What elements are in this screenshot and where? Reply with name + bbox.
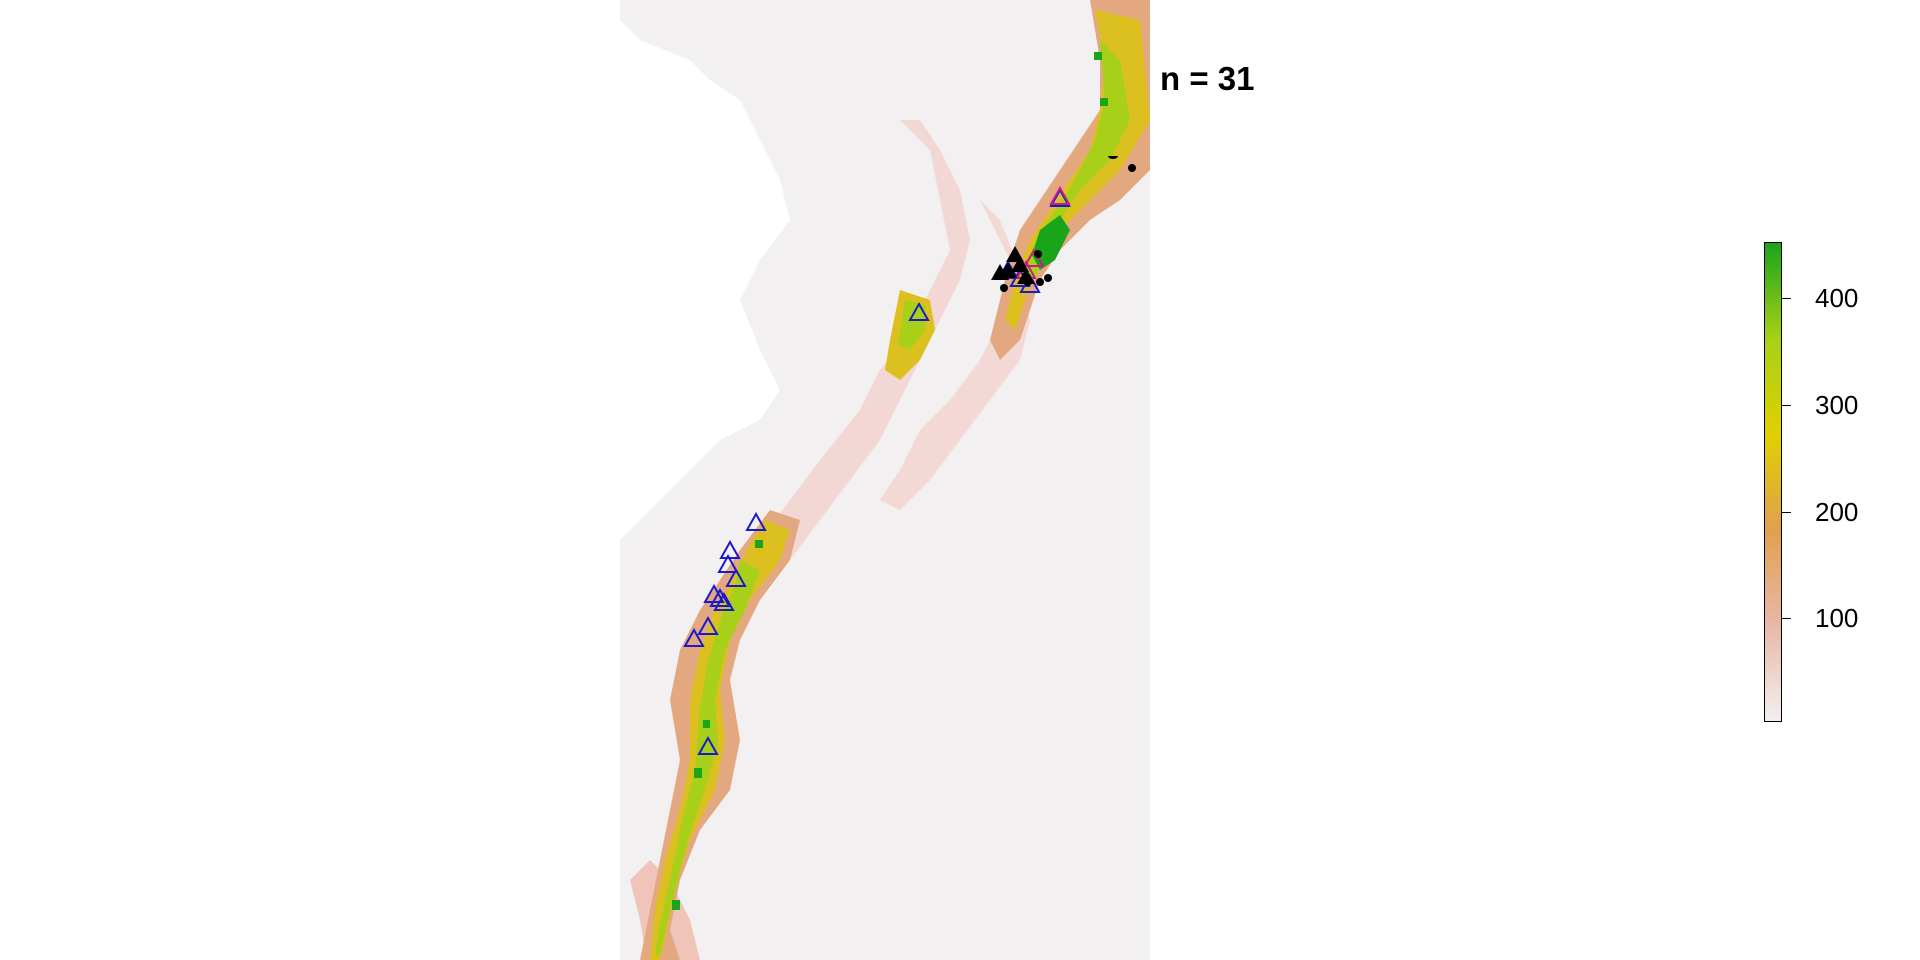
legend-tick-label: 200 [1815,497,1859,527]
black-point [1024,278,1032,286]
triangle-marker [908,301,930,321]
black-point [1108,156,1118,159]
triangle-marker [683,627,705,647]
legend-tick [1782,512,1791,513]
black-point [1034,250,1042,258]
black-triangle [991,264,1009,280]
triangle-marker [717,553,739,573]
occurrence-black-markers [991,156,1136,292]
triangle-marker [713,591,735,611]
legend-tick [1782,618,1791,619]
black-triangle [1011,256,1029,272]
triangle-marker-magenta [1049,185,1071,205]
legend-tick [1782,298,1791,299]
legend-tick [1782,405,1791,406]
triangle-marker [745,511,767,531]
black-point [1036,278,1044,286]
suitability-mid-zones [885,290,935,380]
legend-tick-label: 400 [1815,283,1859,313]
triangle-marker [709,587,731,607]
southern-andes-band [640,510,800,960]
triangle-marker-magenta [1023,247,1045,267]
triangle-marker [697,615,719,635]
black-point [1044,274,1052,282]
black-point [1000,284,1008,292]
black-point [1128,164,1136,172]
legend-tick-label: 300 [1815,390,1859,420]
triangle-marker [725,567,747,587]
legend-color-bar [1764,242,1782,722]
legend-tick-label: 100 [1815,603,1859,633]
triangle-marker [697,735,719,755]
